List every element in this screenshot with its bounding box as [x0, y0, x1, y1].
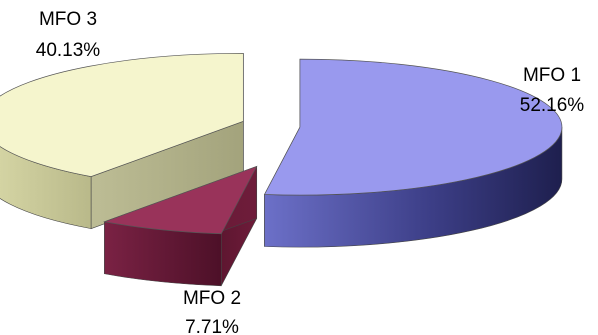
slice-value-mfo-1: 52.16%	[520, 95, 585, 116]
pie-slice-mfo-2	[103, 165, 258, 235]
slice-value-mfo-3: 40.13%	[36, 40, 101, 61]
pie-slice-mfo-3	[0, 52, 244, 178]
slice-label-mfo-1: MFO 1	[523, 65, 581, 86]
slice-label-mfo-3: MFO 3	[39, 9, 97, 30]
pie-slice-mfo-1	[263, 58, 563, 196]
slice-value-mfo-2: 7.71%	[185, 317, 239, 335]
slice-label-mfo-2: MFO 2	[183, 288, 241, 309]
